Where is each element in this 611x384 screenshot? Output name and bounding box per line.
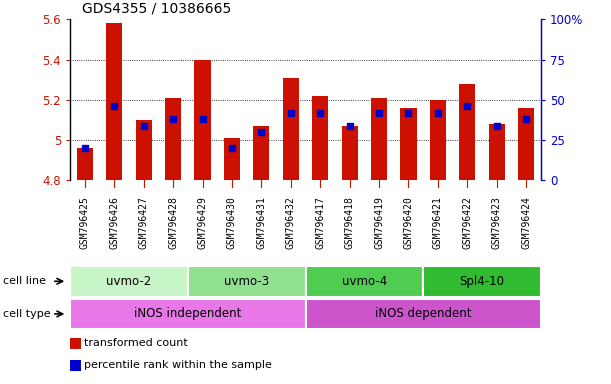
Text: GSM796418: GSM796418: [345, 196, 354, 249]
Bar: [106, 23, 122, 180]
Bar: [371, 98, 387, 180]
Bar: [224, 138, 240, 180]
Text: GSM796432: GSM796432: [286, 196, 296, 249]
Bar: [165, 98, 181, 180]
Bar: [400, 108, 417, 180]
Text: GSM796417: GSM796417: [315, 196, 325, 249]
Bar: [423, 266, 541, 296]
Text: GDS4355 / 10386665: GDS4355 / 10386665: [82, 2, 232, 15]
Text: GSM796425: GSM796425: [80, 196, 90, 249]
Text: GSM796431: GSM796431: [257, 196, 266, 249]
Bar: [518, 108, 534, 180]
Bar: [283, 78, 299, 180]
Text: GSM796424: GSM796424: [521, 196, 531, 249]
Text: GSM796430: GSM796430: [227, 196, 237, 249]
Bar: [342, 126, 357, 180]
Bar: [194, 60, 211, 180]
Text: GSM796427: GSM796427: [139, 196, 148, 249]
Text: iNOS dependent: iNOS dependent: [375, 308, 471, 320]
Bar: [430, 100, 446, 180]
Bar: [136, 120, 152, 180]
Bar: [306, 266, 423, 296]
Bar: [70, 360, 81, 371]
Bar: [306, 299, 541, 329]
Text: cell type: cell type: [3, 309, 51, 319]
Bar: [489, 124, 505, 180]
Text: Spl4-10: Spl4-10: [459, 275, 505, 288]
Text: GSM796429: GSM796429: [197, 196, 208, 249]
Bar: [459, 84, 475, 180]
Bar: [254, 126, 269, 180]
Bar: [70, 299, 306, 329]
Text: transformed count: transformed count: [84, 338, 188, 348]
Text: cell line: cell line: [3, 276, 46, 286]
Text: iNOS independent: iNOS independent: [134, 308, 241, 320]
Bar: [312, 96, 328, 180]
Text: GSM796423: GSM796423: [492, 196, 502, 249]
Text: GSM796420: GSM796420: [403, 196, 414, 249]
Text: percentile rank within the sample: percentile rank within the sample: [84, 360, 273, 370]
Text: GSM796422: GSM796422: [463, 196, 472, 249]
Bar: [188, 266, 306, 296]
Bar: [77, 148, 93, 180]
Bar: [70, 266, 188, 296]
Text: uvmo-3: uvmo-3: [224, 275, 269, 288]
Text: uvmo-2: uvmo-2: [106, 275, 152, 288]
Bar: [70, 338, 81, 349]
Text: GSM796428: GSM796428: [168, 196, 178, 249]
Text: GSM796426: GSM796426: [109, 196, 119, 249]
Text: GSM796421: GSM796421: [433, 196, 443, 249]
Text: GSM796419: GSM796419: [374, 196, 384, 249]
Text: uvmo-4: uvmo-4: [342, 275, 387, 288]
